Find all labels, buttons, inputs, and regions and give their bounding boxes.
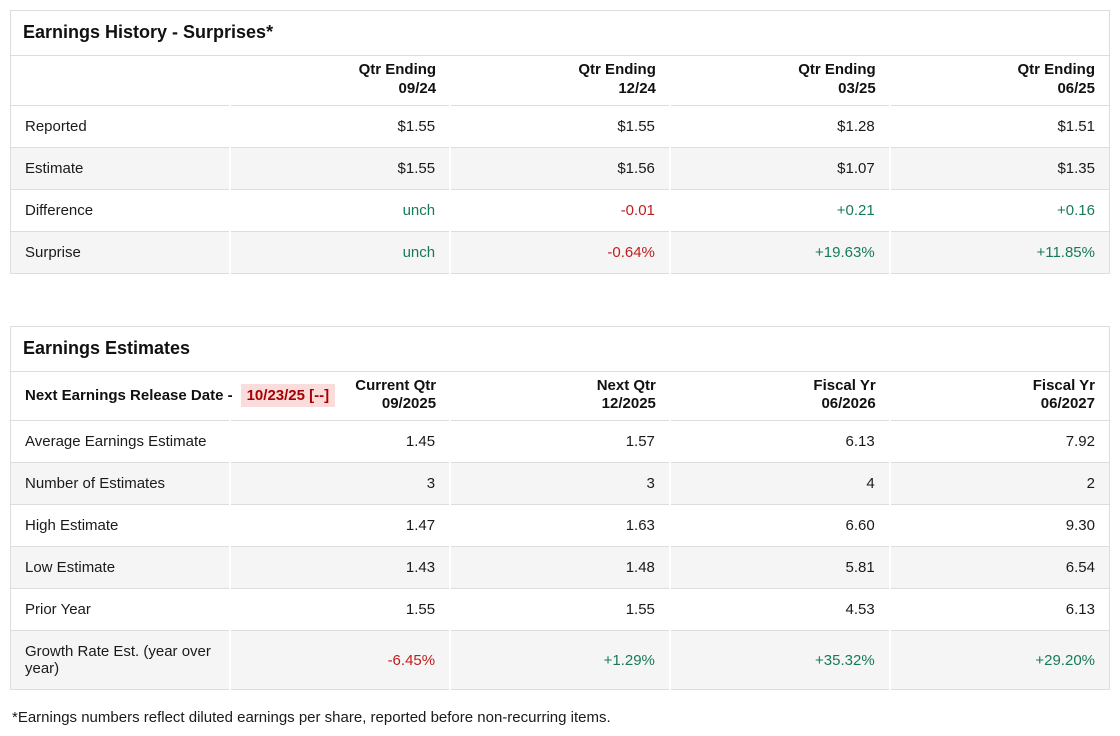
cell-value: -6.45%: [229, 630, 451, 690]
cell-value: 9.30: [888, 504, 1110, 547]
cell-value: 4: [668, 462, 890, 505]
cell-value: 6.54: [888, 546, 1110, 589]
row-label: Growth Rate Est. (year over year): [10, 630, 231, 690]
earnings-estimates-table: Earnings Estimates Next Earnings Release…: [10, 325, 1110, 690]
cell-value: +35.32%: [668, 630, 890, 690]
cell-value: 4.53: [668, 588, 890, 631]
table-title-row: Earnings History - Surprises*: [10, 10, 1110, 56]
row-label: High Estimate: [10, 504, 231, 547]
earnings-footnote: *Earnings numbers reflect diluted earnin…: [12, 709, 611, 726]
cell-value: 1.63: [449, 504, 670, 547]
cell-value: $1.51: [888, 105, 1110, 148]
cell-value: 6.13: [668, 420, 890, 463]
table-row-surprise: Surprise unch -0.64% +19.63% +11.85%: [10, 231, 1110, 273]
table-row-reported: Reported $1.55 $1.55 $1.28 $1.51: [10, 105, 1110, 148]
cell-value: +0.21: [668, 189, 890, 232]
cell-value: $1.35: [888, 147, 1110, 190]
cell-value: $1.55: [229, 105, 451, 148]
column-header-next-qtr: Next Qtr 12/2025: [450, 371, 670, 421]
cell-value: 1.55: [229, 588, 451, 631]
table-row-estimate: Estimate $1.55 $1.56 $1.07 $1.35: [10, 147, 1110, 190]
column-header-qtr-1: Qtr Ending 09/24: [230, 55, 451, 106]
cell-value: +1.29%: [449, 630, 670, 690]
release-date-label: Next Earnings Release Date -: [25, 386, 233, 404]
table-row-difference: Difference unch -0.01 +0.21 +0.16: [10, 189, 1110, 232]
earnings-history-title: Earnings History - Surprises*: [10, 10, 1110, 56]
cell-value: 2: [888, 462, 1110, 505]
cell-value: 1.48: [449, 546, 670, 589]
table-row-number-of-estimates: Number of Estimates 3 3 4 2: [10, 462, 1110, 505]
column-header-fiscal-yr-1: Fiscal Yr 06/2026: [669, 371, 890, 421]
table-row-growth-rate: Growth Rate Est. (year over year) -6.45%…: [10, 630, 1110, 690]
table-title-row: Earnings Estimates: [10, 326, 1110, 372]
cell-value: $1.55: [229, 147, 451, 190]
column-header-qtr-4: Qtr Ending 06/25: [889, 55, 1110, 106]
row-label: Estimate: [10, 147, 231, 190]
cell-value: +11.85%: [888, 231, 1110, 273]
row-label: Reported: [10, 105, 231, 148]
table-row-prior-year: Prior Year 1.55 1.55 4.53 6.13: [10, 588, 1110, 631]
column-header-qtr-2: Qtr Ending 12/24: [450, 55, 670, 106]
cell-value: 3: [229, 462, 451, 505]
next-earnings-release-header: Next Earnings Release Date - 10/23/25 [-…: [10, 371, 336, 421]
table-row-average-estimate: Average Earnings Estimate 1.45 1.57 6.13…: [10, 420, 1110, 463]
cell-value: 6.60: [668, 504, 890, 547]
row-label: Number of Estimates: [10, 462, 231, 505]
cell-value: $1.55: [449, 105, 670, 148]
cell-value: $1.07: [668, 147, 890, 190]
column-header-fiscal-yr-2: Fiscal Yr 06/2027: [889, 371, 1110, 421]
table-row-high-estimate: High Estimate 1.47 1.63 6.60 9.30: [10, 504, 1110, 547]
column-header-qtr-3: Qtr Ending 03/25: [669, 55, 890, 106]
cell-value: -0.01: [449, 189, 670, 232]
cell-value: $1.28: [668, 105, 890, 148]
row-label: Low Estimate: [10, 546, 231, 589]
cell-value: unch: [229, 231, 451, 273]
row-label: Prior Year: [10, 588, 231, 631]
cell-value: +29.20%: [888, 630, 1110, 690]
column-header-row: Next Earnings Release Date - 10/23/25 [-…: [10, 371, 1110, 421]
row-label: Average Earnings Estimate: [10, 420, 231, 463]
cell-value: $1.56: [449, 147, 670, 190]
table-row-low-estimate: Low Estimate 1.43 1.48 5.81 6.54: [10, 546, 1110, 589]
cell-value: unch: [229, 189, 451, 232]
row-label: Difference: [10, 189, 231, 232]
next-earnings-date-link[interactable]: 10/23/25 [--]: [240, 383, 336, 407]
column-header-row: Qtr Ending 09/24 Qtr Ending 12/24 Qtr Endi…: [10, 55, 1110, 106]
cell-value: 3: [449, 462, 670, 505]
empty-header-cell: [10, 55, 231, 106]
cell-value: +19.63%: [668, 231, 890, 273]
cell-value: 7.92: [888, 420, 1110, 463]
cell-value: 1.45: [229, 420, 451, 463]
earnings-history-table: Earnings History - Surprises* Qtr Ending…: [10, 10, 1110, 274]
row-label: Surprise: [10, 231, 231, 273]
cell-value: -0.64%: [449, 231, 670, 273]
cell-value: 1.57: [449, 420, 670, 463]
cell-value: 6.13: [888, 588, 1110, 631]
cell-value: 1.55: [449, 588, 670, 631]
cell-value: +0.16: [888, 189, 1110, 232]
earnings-estimates-title: Earnings Estimates: [10, 326, 1110, 372]
cell-value: 1.47: [229, 504, 451, 547]
cell-value: 1.43: [229, 546, 451, 589]
cell-value: 5.81: [668, 546, 890, 589]
